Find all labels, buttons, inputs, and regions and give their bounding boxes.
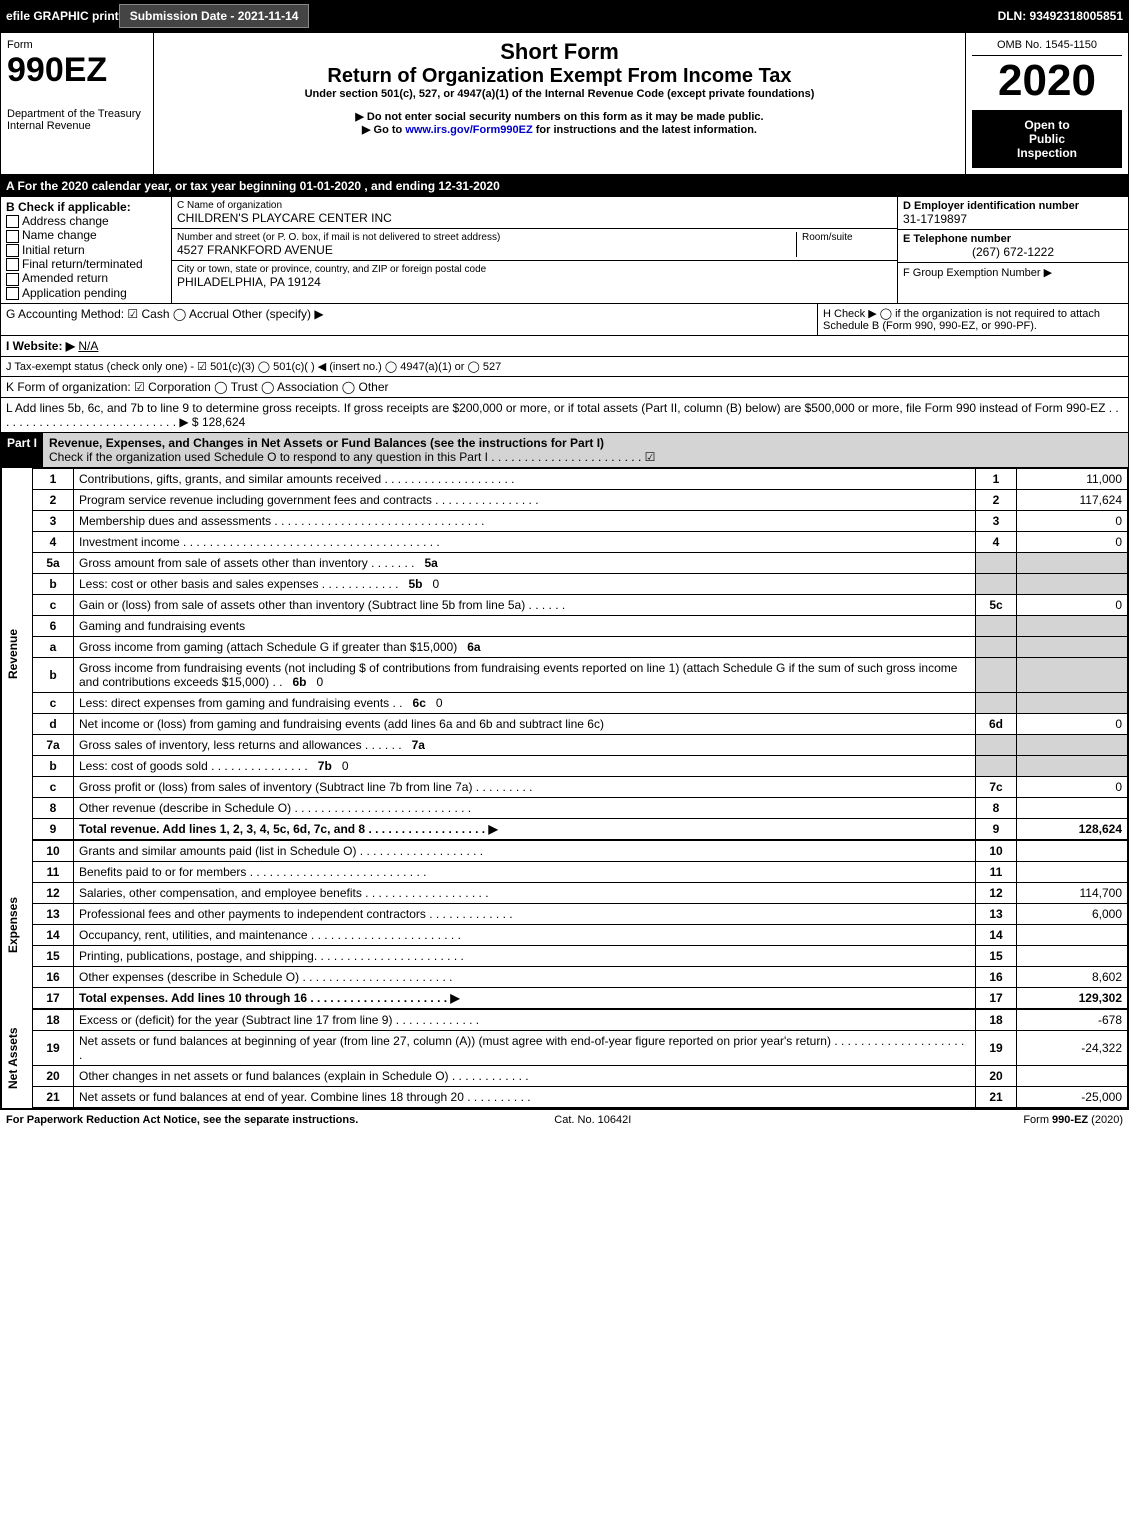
table-row: 9Total revenue. Add lines 1, 2, 3, 4, 5c… — [33, 818, 1128, 839]
table-row: 18Excess or (deficit) for the year (Subt… — [33, 1009, 1128, 1030]
efile-label: efile GRAPHIC print — [6, 9, 119, 23]
box-f-label: F Group Exemption Number ▶ — [903, 266, 1123, 279]
table-row: 2Program service revenue including gover… — [33, 489, 1128, 510]
public: Public — [976, 132, 1118, 146]
revenue-section-label: Revenue — [1, 468, 32, 840]
goto-post: for instructions and the latest informat… — [533, 124, 757, 136]
top-bar: efile GRAPHIC print Submission Date - 20… — [0, 0, 1129, 32]
form-ref: Form 990-EZ (2020) — [1023, 1114, 1123, 1126]
line-g: G Accounting Method: ☑ Cash ◯ Accrual Ot… — [1, 304, 818, 335]
table-row: 6Gaming and fundraising events — [33, 615, 1128, 636]
under-section: Under section 501(c), 527, or 4947(a)(1)… — [160, 88, 959, 100]
goto-pre: ▶ Go to — [362, 124, 405, 136]
submission-date-button[interactable]: Submission Date - 2021-11-14 — [119, 4, 310, 28]
page-footer: For Paperwork Reduction Act Notice, see … — [0, 1109, 1129, 1130]
table-row: 3Membership dues and assessments . . . .… — [33, 510, 1128, 531]
website-value: N/A — [78, 339, 98, 353]
org-name: CHILDREN'S PLAYCARE CENTER INC — [177, 211, 892, 225]
dln-label: DLN: 93492318005851 — [998, 9, 1123, 23]
opt-initial-return[interactable]: Initial return — [6, 243, 166, 257]
revenue-table: 1Contributions, gifts, grants, and simil… — [32, 468, 1128, 840]
open-to: Open to — [976, 118, 1118, 132]
table-row: 7aGross sales of inventory, less returns… — [33, 734, 1128, 755]
part-i-block: Revenue, Expenses, and Changes in Net As… — [43, 433, 1128, 467]
line-j: J Tax-exempt status (check only one) - ☑… — [1, 357, 1128, 376]
netassets-table: 18Excess or (deficit) for the year (Subt… — [32, 1009, 1128, 1108]
opt-address-change[interactable]: Address change — [6, 214, 166, 228]
city-label: City or town, state or province, country… — [177, 264, 892, 275]
opt-name-change[interactable]: Name change — [6, 228, 166, 242]
dept-treasury: Department of the Treasury — [7, 108, 147, 120]
opt-application-pending[interactable]: Application pending — [6, 286, 166, 300]
inspection: Inspection — [976, 146, 1118, 160]
expenses-table: 10Grants and similar amounts paid (list … — [32, 840, 1128, 1009]
g-h-row: G Accounting Method: ☑ Cash ◯ Accrual Ot… — [0, 304, 1129, 336]
open-public-box: Open to Public Inspection — [972, 110, 1122, 168]
table-row: 5aGross amount from sale of assets other… — [33, 552, 1128, 573]
table-row: 15Printing, publications, postage, and s… — [33, 945, 1128, 966]
form-word: Form — [7, 39, 147, 51]
table-row: 14Occupancy, rent, utilities, and mainte… — [33, 924, 1128, 945]
expenses-section-label: Expenses — [1, 840, 32, 1009]
table-row: 12Salaries, other compensation, and empl… — [33, 882, 1128, 903]
table-row: 19Net assets or fund balances at beginni… — [33, 1030, 1128, 1065]
irs-link[interactable]: www.irs.gov/Form990EZ — [405, 124, 532, 136]
table-row: 4Investment income . . . . . . . . . . .… — [33, 531, 1128, 552]
omb-number: OMB No. 1545-1150 — [972, 39, 1122, 56]
addr-label: Number and street (or P. O. box, if mail… — [177, 232, 796, 243]
line-l: L Add lines 5b, 6c, and 7b to line 9 to … — [1, 398, 1128, 432]
opt-final-return[interactable]: Final return/terminated — [6, 257, 166, 271]
table-row: 21Net assets or fund balances at end of … — [33, 1086, 1128, 1107]
dept-irs: Internal Revenue — [7, 120, 147, 132]
table-row: aGross income from gaming (attach Schedu… — [33, 636, 1128, 657]
table-row: bLess: cost or other basis and sales exp… — [33, 573, 1128, 594]
table-row: 16Other expenses (describe in Schedule O… — [33, 966, 1128, 987]
ssn-warning: ▶ Do not enter social security numbers o… — [160, 110, 959, 123]
table-row: 1Contributions, gifts, grants, and simil… — [33, 468, 1128, 489]
line-k: K Form of organization: ☑ Corporation ◯ … — [1, 377, 1128, 397]
table-row: 8Other revenue (describe in Schedule O) … — [33, 797, 1128, 818]
box-b-label: B Check if applicable: — [6, 200, 166, 214]
part-i-title: Revenue, Expenses, and Changes in Net As… — [49, 436, 604, 450]
box-e-label: E Telephone number — [903, 233, 1123, 245]
form-number: 990EZ — [7, 51, 147, 90]
table-row: 17Total expenses. Add lines 10 through 1… — [33, 987, 1128, 1008]
box-c-label: C Name of organization — [177, 200, 892, 211]
table-row: cGross profit or (loss) from sales of in… — [33, 776, 1128, 797]
line-h: H Check ▶ ◯ if the organization is not r… — [818, 304, 1128, 335]
street-address: 4527 FRANKFORD AVENUE — [177, 243, 796, 257]
table-row: dNet income or (loss) from gaming and fu… — [33, 713, 1128, 734]
table-row: bGross income from fundraising events (n… — [33, 657, 1128, 692]
form-header: Form 990EZ Department of the Treasury In… — [0, 32, 1129, 175]
cat-no: Cat. No. 10642I — [554, 1114, 631, 1126]
opt-amended-return[interactable]: Amended return — [6, 271, 166, 285]
table-row: 13Professional fees and other payments t… — [33, 903, 1128, 924]
return-title: Return of Organization Exempt From Incom… — [160, 65, 959, 88]
line-a-period: A For the 2020 calendar year, or tax yea… — [0, 175, 1129, 197]
table-row: 20Other changes in net assets or fund ba… — [33, 1065, 1128, 1086]
ein-value: 31-1719897 — [903, 212, 1123, 226]
box-d-label: D Employer identification number — [903, 200, 1123, 212]
goto-line: ▶ Go to www.irs.gov/Form990EZ for instru… — [160, 123, 959, 136]
table-row: cLess: direct expenses from gaming and f… — [33, 692, 1128, 713]
table-row: cGain or (loss) from sale of assets othe… — [33, 594, 1128, 615]
entity-block: B Check if applicable: Address change Na… — [0, 197, 1129, 304]
line-i: I Website: ▶ N/A — [1, 336, 1128, 356]
table-row: 11Benefits paid to or for members . . . … — [33, 861, 1128, 882]
netassets-section-label: Net Assets — [1, 1009, 32, 1108]
tax-year: 2020 — [972, 56, 1122, 106]
short-form-title: Short Form — [160, 39, 959, 65]
city-state-zip: PHILADELPHIA, PA 19124 — [177, 275, 892, 289]
room-suite-label: Room/suite — [796, 232, 892, 257]
telephone-value: (267) 672-1222 — [903, 245, 1123, 259]
table-row: bLess: cost of goods sold . . . . . . . … — [33, 755, 1128, 776]
part-i-checknote: Check if the organization used Schedule … — [49, 450, 655, 464]
website-label: I Website: ▶ — [6, 339, 75, 353]
paperwork-notice: For Paperwork Reduction Act Notice, see … — [6, 1114, 358, 1126]
part-i-label: Part I — [1, 433, 43, 467]
table-row: 10Grants and similar amounts paid (list … — [33, 840, 1128, 861]
